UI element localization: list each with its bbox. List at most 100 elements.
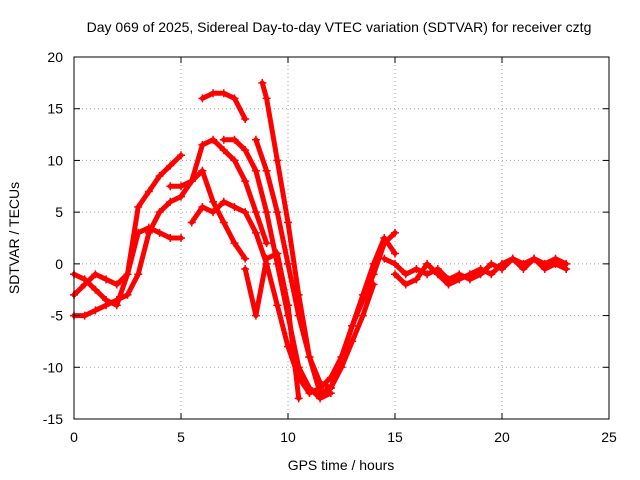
data-point-marker	[540, 265, 549, 274]
data-point-marker	[262, 254, 271, 263]
y-axis-label: SDTVAR / TECUs	[6, 182, 22, 294]
data-point-marker	[326, 383, 335, 392]
axis-ticks: 0 5 10 15 20 25 -15 -10 -5 0 5 10 15 20	[43, 49, 617, 445]
data-point-marker	[487, 270, 496, 279]
series-trace	[259, 80, 398, 396]
data-point-marker	[241, 146, 250, 155]
data-point-marker	[284, 301, 292, 310]
data-point-marker	[187, 218, 196, 227]
data-series	[70, 78, 571, 403]
data-point-marker	[305, 383, 314, 392]
data-point-marker	[258, 78, 267, 87]
data-point-marker	[380, 254, 389, 263]
series-track-4	[166, 166, 250, 263]
data-point-marker	[294, 290, 303, 299]
data-point-marker	[177, 192, 185, 201]
data-point-marker	[166, 182, 175, 191]
data-point-marker	[230, 156, 239, 165]
data-point-marker	[209, 197, 218, 206]
data-point-marker	[177, 182, 185, 191]
data-point-marker	[80, 311, 89, 320]
data-point-marker	[273, 301, 282, 310]
data-point-marker	[123, 270, 132, 279]
data-point-marker	[369, 280, 378, 289]
data-point-marker	[241, 115, 250, 124]
data-point-marker	[187, 177, 196, 186]
data-point-marker	[144, 187, 153, 196]
data-point-marker	[209, 89, 218, 98]
data-point-marker	[358, 290, 367, 299]
data-point-marker	[476, 265, 485, 274]
data-point-marker	[444, 280, 453, 289]
data-point-marker	[251, 135, 260, 144]
data-point-marker	[241, 208, 250, 217]
series-track-6	[198, 89, 250, 124]
data-point-marker	[487, 259, 496, 268]
data-point-marker	[401, 270, 410, 279]
data-point-marker	[219, 89, 228, 98]
data-point-marker	[519, 265, 528, 274]
x-tick-label: 20	[494, 429, 510, 445]
data-point-marker	[348, 337, 357, 346]
plot-frame	[73, 56, 610, 420]
x-tick-label: 15	[387, 429, 403, 445]
data-point-marker	[177, 151, 185, 160]
data-point-marker	[219, 218, 228, 227]
series-track-3	[70, 223, 185, 310]
data-point-marker	[284, 259, 292, 268]
data-point-marker	[198, 166, 207, 175]
series-trace	[221, 137, 334, 401]
data-point-marker	[112, 280, 121, 289]
data-point-marker	[251, 166, 260, 175]
data-point-marker	[551, 259, 560, 268]
data-point-marker	[230, 135, 239, 144]
data-point-marker	[166, 161, 175, 170]
data-point-marker	[102, 275, 111, 284]
data-point-marker	[241, 265, 250, 274]
data-point-marker	[348, 321, 357, 330]
x-tick-label: 5	[177, 429, 185, 445]
data-point-marker	[562, 265, 571, 274]
data-point-marker	[112, 301, 121, 310]
data-point-marker	[391, 249, 399, 258]
data-point-marker	[305, 352, 314, 361]
data-point-marker	[391, 228, 399, 237]
data-point-marker	[273, 156, 282, 165]
data-point-marker	[166, 197, 175, 206]
x-tick-label: 0	[70, 429, 78, 445]
data-point-marker	[198, 140, 207, 149]
data-point-marker	[155, 208, 164, 217]
data-point-marker	[262, 239, 271, 248]
data-point-marker	[230, 94, 239, 103]
data-point-marker	[423, 259, 432, 268]
data-point-marker	[209, 208, 218, 217]
data-point-marker	[508, 254, 517, 263]
data-point-marker	[219, 197, 228, 206]
series-track-7	[219, 135, 335, 403]
data-point-marker	[198, 202, 207, 211]
data-point-marker	[423, 270, 432, 279]
x-tick-label: 25	[601, 429, 617, 445]
data-point-marker	[134, 270, 143, 279]
data-point-marker	[391, 259, 399, 268]
data-point-marker	[91, 270, 100, 279]
series-track-10	[241, 249, 303, 403]
y-tick-label: -10	[43, 359, 63, 375]
data-point-marker	[166, 234, 175, 242]
data-point-marker	[284, 218, 292, 227]
data-point-marker	[465, 270, 474, 279]
data-point-marker	[337, 352, 346, 361]
data-point-marker	[219, 146, 228, 155]
data-point-marker	[391, 270, 399, 279]
data-point-marker	[155, 228, 164, 237]
data-point-marker	[294, 394, 303, 403]
data-point-marker	[433, 270, 442, 279]
y-tick-label: 15	[47, 101, 63, 117]
data-point-marker	[230, 239, 239, 248]
data-point-marker	[273, 249, 282, 258]
data-point-marker	[251, 311, 260, 320]
data-point-marker	[144, 223, 153, 232]
data-point-marker	[369, 259, 378, 268]
data-point-marker	[134, 202, 143, 211]
